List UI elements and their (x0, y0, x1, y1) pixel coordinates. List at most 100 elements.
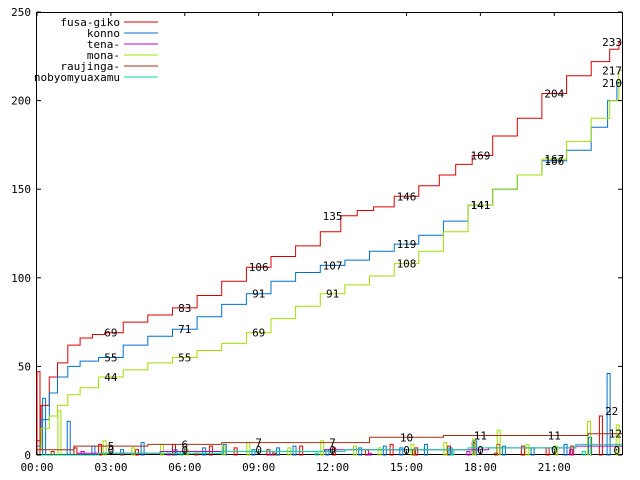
hourly-label: 0 (181, 444, 188, 457)
series-line (37, 41, 622, 442)
data-label: 107 (323, 259, 343, 272)
hourly-bar (36, 371, 41, 456)
hourly-bar (353, 445, 357, 456)
hourly-label: 0 (403, 444, 410, 457)
data-label: 167 (544, 153, 564, 166)
plot-frame (36, 12, 623, 455)
hourly-bar (221, 445, 226, 456)
hourly-label: 0 (613, 444, 620, 457)
data-label: 6 (181, 438, 188, 451)
data-label: 55 (178, 352, 191, 365)
hourly-bar (520, 445, 525, 456)
hourly-bar (98, 443, 103, 456)
series-line (37, 70, 622, 451)
hourly-label: 0 (329, 444, 336, 457)
data-label: 69 (104, 327, 117, 340)
x-tick-label: 03:00 (94, 461, 127, 474)
data-label: 91 (252, 288, 265, 301)
data-labels: 69 83 10 6 135 146 169 204 233 22 55 71 91 107 119 141 1… (104, 36, 622, 457)
hourly-bar (251, 449, 256, 456)
series-line (37, 433, 622, 451)
hourly-bar (450, 451, 455, 456)
hourly-bar (246, 442, 251, 456)
hourly-bar (554, 445, 559, 456)
hourly-bar (606, 373, 611, 456)
data-label: 69 (252, 327, 265, 340)
data-label: 217 (602, 65, 622, 78)
legend-label: raujinga- (60, 60, 120, 73)
hourly-bar (173, 449, 178, 456)
hourly-bar (598, 415, 603, 456)
legend-label: nobyomyuaxamu (34, 71, 120, 84)
hourly-bar (472, 438, 477, 456)
data-label: 108 (397, 258, 417, 271)
legend-label: fusa-giko (60, 16, 120, 29)
hourly-bar (320, 440, 325, 456)
data-label: 146 (397, 190, 417, 203)
y-tick-label: 50 (18, 360, 31, 373)
data-label: 141 (470, 199, 490, 212)
hourly-bar (443, 442, 448, 456)
x-tick-label: 18:00 (464, 461, 497, 474)
data-label: 119 (397, 238, 417, 251)
data-label: 10 (400, 431, 413, 444)
hourly-bar (102, 440, 107, 456)
hourly-bar (466, 451, 471, 456)
data-label: 11 (474, 430, 487, 443)
hourly-bar (501, 445, 506, 456)
y-tick-label: 250 (11, 6, 31, 19)
data-label: 83 (178, 302, 191, 315)
hourly-label: 22 (605, 405, 618, 418)
hourly-bar (569, 449, 574, 456)
data-label: 135 (323, 210, 343, 223)
hourly-bar (131, 447, 136, 456)
hourly-bar (377, 447, 382, 456)
hourly-label: 0 (255, 444, 262, 457)
hourly-bar (399, 447, 404, 456)
hourly-bar (272, 452, 277, 456)
legend-label: konno (87, 27, 120, 40)
y-tick-label: 0 (24, 449, 31, 462)
x-tick-label: 09:00 (242, 461, 275, 474)
hourly-bar (587, 420, 591, 456)
data-label: 233 (602, 36, 622, 49)
data-label: 7 (255, 437, 262, 450)
data-label: 166 (544, 155, 564, 168)
hourly-label: 0 (551, 444, 558, 457)
y-tick-label: 200 (11, 95, 31, 108)
y-tick-label: 100 (11, 272, 31, 285)
data-label: 71 (178, 323, 191, 336)
hourly-bar (314, 452, 319, 456)
x-tick-label: 21:00 (538, 461, 571, 474)
legend-label: tena- (87, 38, 120, 51)
hourly-bar (496, 429, 501, 456)
data-label: 169 (470, 150, 490, 163)
hourly-bar (382, 445, 387, 456)
hourly-bar (525, 443, 530, 456)
data-label: 204 (544, 88, 564, 101)
data-label: 5 (108, 440, 115, 453)
hourly-label: 0 (477, 444, 484, 457)
series-lines (37, 41, 622, 456)
hourly-bar (57, 410, 62, 456)
hourly-bar (292, 445, 297, 456)
hourly-bar (530, 447, 535, 456)
hourly-bar (208, 445, 213, 456)
hourly-bar (135, 449, 139, 456)
x-tick-label: 06:00 (168, 461, 201, 474)
hourly-bar (581, 451, 586, 456)
data-label: 12 (609, 428, 622, 441)
data-label: 7 (329, 437, 336, 450)
hourly-bar (545, 447, 550, 456)
legend-label: mona- (87, 49, 120, 62)
hourly-bar (140, 442, 145, 456)
hourly-bar (494, 452, 499, 456)
hourly-bar (367, 452, 372, 456)
hourly-bar (358, 447, 363, 456)
data-label: 55 (104, 352, 117, 365)
hourly-bar (563, 443, 568, 456)
hourly-bar (615, 424, 620, 456)
x-tick-label: 12:00 (316, 461, 349, 474)
